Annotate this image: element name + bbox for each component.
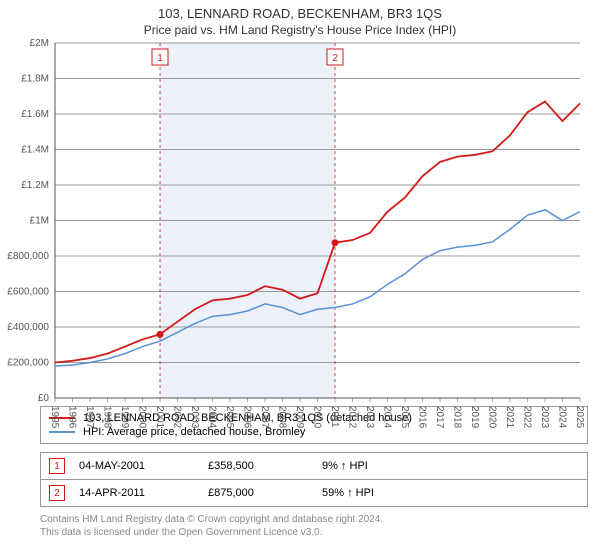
svg-text:2009: 2009 xyxy=(294,406,305,429)
transaction-marker-badge: 2 xyxy=(49,485,65,501)
svg-text:1998: 1998 xyxy=(102,406,113,429)
svg-text:2014: 2014 xyxy=(382,406,393,429)
svg-text:£1.6M: £1.6M xyxy=(21,109,49,120)
svg-text:2007: 2007 xyxy=(259,406,270,429)
svg-text:1999: 1999 xyxy=(119,406,130,429)
svg-text:2010: 2010 xyxy=(312,406,323,429)
svg-text:£200,000: £200,000 xyxy=(7,358,49,369)
svg-text:£800,000: £800,000 xyxy=(7,251,49,262)
svg-text:£400,000: £400,000 xyxy=(7,322,49,333)
svg-text:£1.4M: £1.4M xyxy=(21,145,49,156)
chart-title-address: 103, LENNARD ROAD, BECKENHAM, BR3 1QS xyxy=(0,6,600,21)
svg-text:2015: 2015 xyxy=(399,406,410,429)
svg-text:2011: 2011 xyxy=(329,406,340,428)
svg-text:2006: 2006 xyxy=(242,406,253,429)
svg-text:1997: 1997 xyxy=(84,406,95,429)
transaction-date: 04-MAY-2001 xyxy=(79,460,194,472)
svg-text:2019: 2019 xyxy=(469,406,480,429)
svg-text:2016: 2016 xyxy=(417,406,428,429)
svg-text:1: 1 xyxy=(157,53,163,64)
svg-text:2012: 2012 xyxy=(347,406,358,429)
transaction-date: 14-APR-2011 xyxy=(79,487,194,499)
svg-text:£2M: £2M xyxy=(30,38,49,49)
svg-text:2017: 2017 xyxy=(434,406,445,429)
svg-text:2024: 2024 xyxy=(557,406,568,429)
svg-text:£1.2M: £1.2M xyxy=(21,180,49,191)
footer-line-2: This data is licensed under the Open Gov… xyxy=(40,526,588,539)
svg-text:2001: 2001 xyxy=(154,406,165,429)
svg-text:2000: 2000 xyxy=(137,406,148,429)
transaction-price: £875,000 xyxy=(208,487,308,499)
svg-text:2022: 2022 xyxy=(522,406,533,429)
svg-text:2018: 2018 xyxy=(452,406,463,429)
svg-text:£1.8M: £1.8M xyxy=(21,74,49,85)
svg-text:2025: 2025 xyxy=(574,406,585,429)
svg-text:2021: 2021 xyxy=(504,406,515,429)
svg-text:2003: 2003 xyxy=(189,406,200,429)
footer-attribution: Contains HM Land Registry data © Crown c… xyxy=(40,513,588,539)
svg-text:1996: 1996 xyxy=(67,406,78,429)
svg-text:£600,000: £600,000 xyxy=(7,287,49,298)
svg-text:2008: 2008 xyxy=(277,406,288,429)
transaction-pct-vs-hpi: 59% ↑ HPI xyxy=(322,487,402,499)
line-chart: £0£200,000£400,000£600,000£800,000£1M£1.… xyxy=(55,43,580,398)
chart-svg: £0£200,000£400,000£600,000£800,000£1M£1.… xyxy=(55,43,580,438)
chart-subtitle: Price paid vs. HM Land Registry's House … xyxy=(0,23,600,37)
svg-text:2013: 2013 xyxy=(364,406,375,429)
transaction-row: 1 04-MAY-2001 £358,500 9% ↑ HPI xyxy=(41,453,587,480)
transaction-marker-badge: 1 xyxy=(49,458,65,474)
svg-text:2023: 2023 xyxy=(539,406,550,429)
transaction-pct-vs-hpi: 9% ↑ HPI xyxy=(322,460,402,472)
svg-text:£0: £0 xyxy=(38,393,50,404)
svg-text:£1M: £1M xyxy=(30,216,49,227)
svg-text:2: 2 xyxy=(332,53,338,64)
footer-line-1: Contains HM Land Registry data © Crown c… xyxy=(40,513,588,526)
transaction-price: £358,500 xyxy=(208,460,308,472)
svg-text:2005: 2005 xyxy=(224,406,235,429)
transactions-table: 1 04-MAY-2001 £358,500 9% ↑ HPI 2 14-APR-2011… xyxy=(40,452,588,507)
svg-text:2004: 2004 xyxy=(207,406,218,429)
svg-text:2002: 2002 xyxy=(172,406,183,429)
svg-text:2020: 2020 xyxy=(487,406,498,429)
svg-text:1995: 1995 xyxy=(49,406,60,429)
transaction-row: 2 14-APR-2011 £875,000 59% ↑ HPI xyxy=(41,480,587,507)
